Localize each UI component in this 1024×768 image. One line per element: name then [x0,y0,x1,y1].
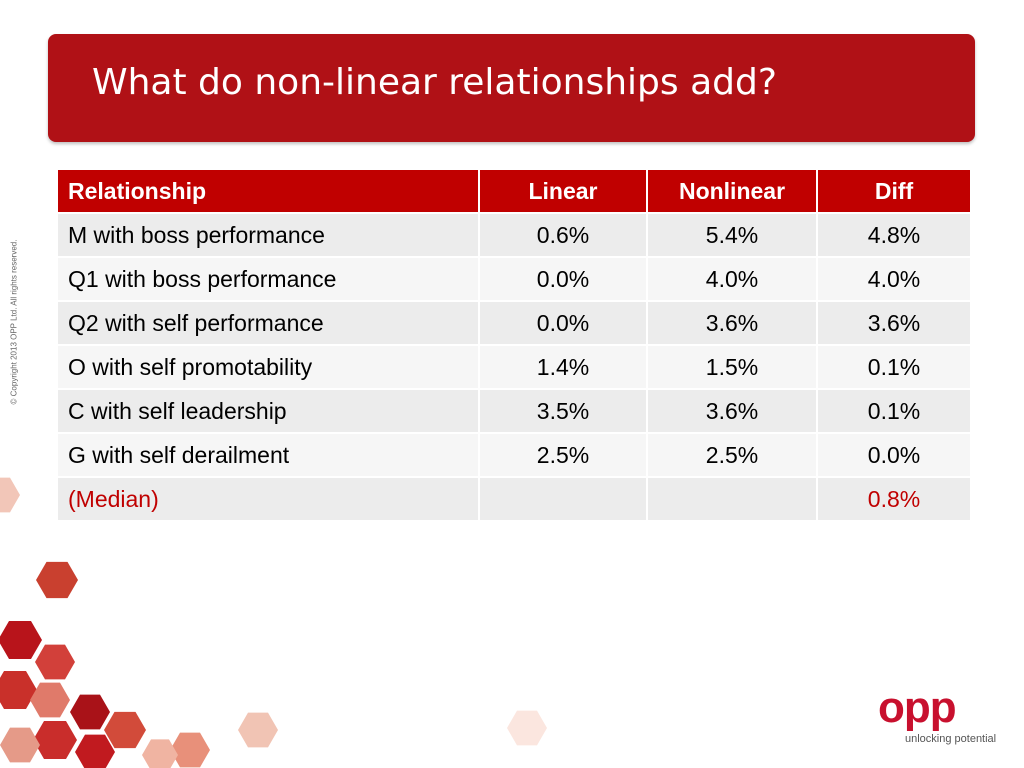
column-header: Diff [816,168,972,214]
row: G with self derailment 2.5% 2.5% 0.0% [56,432,972,478]
hexagon [0,477,20,513]
cell: G with self derailment [56,432,480,478]
row: (Median) 0.8% [56,476,972,522]
row: M with boss performance 0.6% 5.4% 4.8% [56,212,972,258]
cell: 5.4% [646,212,818,258]
hexagon [30,682,70,718]
row: Q1 with boss performance 0.0% 4.0% 4.0% [56,256,972,302]
cell: 4.0% [646,256,818,302]
cell: (Median) [56,476,480,522]
cell: 0.1% [816,388,972,434]
column-header: Linear [478,168,648,214]
row: Q2 with self performance 0.0% 3.6% 3.6% [56,300,972,346]
hexagon [0,670,37,710]
hexagon [75,734,115,768]
title-box: What do non-linear relationships add? [48,34,975,142]
cell: 0.1% [816,344,972,390]
title: What do non-linear relationships add? [92,62,777,103]
cell: 4.0% [816,256,972,302]
cell: 0.6% [478,212,648,258]
cell: 0.8% [816,476,972,522]
table: Relationship Linear Nonlinear Diff M with bo… [56,168,972,522]
hexagon [36,561,78,599]
cell: 3.5% [478,388,648,434]
cell [478,476,648,522]
cell: 2.5% [478,432,648,478]
row: O with self promotability 1.4% 1.5% 0.1% [56,344,972,390]
cell: 2.5% [646,432,818,478]
hexagon [507,710,547,746]
cell: O with self promotability [56,344,480,390]
cell: C with self leadership [56,388,480,434]
column-header: Nonlinear [646,168,818,214]
tagline: unlocking potential [905,733,997,745]
copyright: © Copyright 2013 OPP Ltd. All rights res… [9,239,19,405]
cell: 1.4% [478,344,648,390]
header-row: Relationship Linear Nonlinear Diff [56,168,972,214]
cell: 0.0% [478,300,648,346]
row: C with self leadership 3.5% 3.6% 0.1% [56,388,972,434]
cell: 3.6% [646,388,818,434]
hexagon [35,644,75,680]
cell: 1.5% [646,344,818,390]
cell: 3.6% [646,300,818,346]
hexagon [142,739,178,768]
cell: Q2 with self performance [56,300,480,346]
hexagon [33,720,77,760]
hexagon [238,712,278,748]
cell: M with boss performance [56,212,480,258]
cell [646,476,818,522]
hexagon [104,711,146,749]
column-header: Relationship [56,168,480,214]
cell: 3.6% [816,300,972,346]
hexagon [70,694,110,730]
cell: 0.0% [478,256,648,302]
hexagon [170,732,210,768]
hexagon [0,620,42,660]
cell: Q1 with boss performance [56,256,480,302]
logo: opp [878,683,957,732]
hexagon [0,727,40,763]
cell: 4.8% [816,212,972,258]
cell: 0.0% [816,432,972,478]
